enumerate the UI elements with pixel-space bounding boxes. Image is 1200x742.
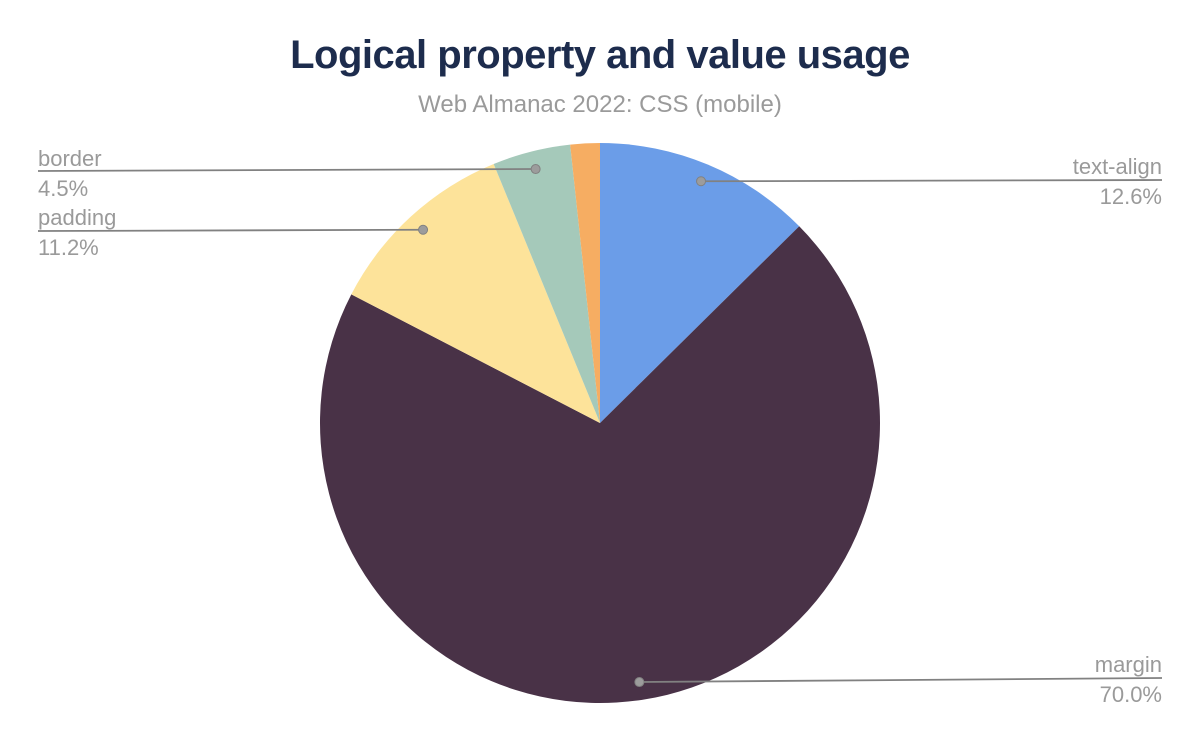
pie-slice-padding bbox=[351, 163, 600, 424]
slice-label-text-align: text-align 12.6% bbox=[1073, 154, 1162, 209]
slice-label-value: 4.5% bbox=[38, 176, 89, 201]
slice-label-padding: padding 11.2% bbox=[38, 205, 116, 260]
leader-line-margin bbox=[639, 677, 1163, 683]
slice-label-name: padding bbox=[38, 205, 117, 230]
leader-dot-text-align bbox=[696, 176, 707, 187]
slice-label-margin: margin 70.0% bbox=[1095, 652, 1162, 707]
pie-slice-other bbox=[570, 143, 600, 423]
pie-slice-border bbox=[493, 144, 600, 423]
slice-label-value: 11.2% bbox=[38, 235, 99, 260]
pie-slice-text-align bbox=[600, 143, 800, 423]
slice-label-name: text-align bbox=[1072, 154, 1162, 179]
slice-label-value: 12.6% bbox=[1099, 184, 1162, 209]
slice-label-value: 70.0% bbox=[1099, 682, 1162, 707]
leader-line-text-align bbox=[701, 179, 1163, 183]
chart-subtitle: Web Almanac 2022: CSS (mobile) bbox=[418, 91, 782, 118]
chart-title: Logical property and value usage bbox=[290, 33, 910, 77]
pie-slice-margin bbox=[319, 226, 880, 704]
leader-dot-padding bbox=[418, 224, 429, 235]
leader-dot-margin bbox=[634, 677, 645, 688]
slice-label-name: border bbox=[38, 146, 102, 171]
leader-dot-border bbox=[530, 164, 541, 175]
slice-label-name: margin bbox=[1094, 652, 1162, 677]
slice-label-border: border 4.5% bbox=[38, 146, 102, 201]
leader-line-border bbox=[37, 168, 536, 172]
leader-line-padding bbox=[37, 228, 424, 232]
